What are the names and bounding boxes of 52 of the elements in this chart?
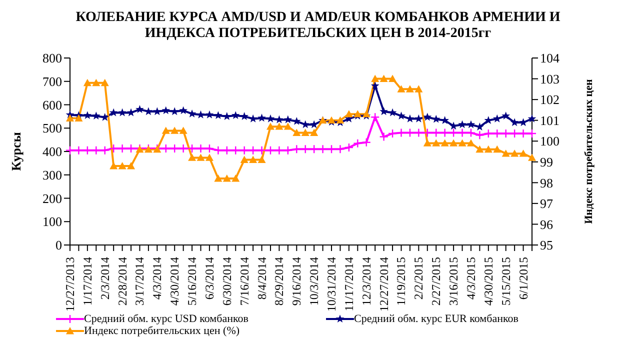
x-tick-label: 6/3/2014 [202, 257, 216, 300]
x-tick-label: 9/16/2014 [290, 257, 304, 306]
x-tick-label: 11/17/2014 [342, 257, 356, 312]
x-tick-label: 3/16/2015 [446, 257, 461, 306]
x-tick-label: 12/27/2014 [376, 257, 391, 312]
y-tick-label: 500 [42, 120, 62, 136]
x-tick-label: 1/19/2015 [394, 257, 408, 306]
x-tick-label: 3/17/2014 [132, 257, 147, 306]
x-tick-label: 4/30/2014 [168, 257, 182, 306]
x-tick-label: 7/16/2014 [237, 257, 252, 306]
y-tick-label: 0 [56, 238, 62, 253]
y2-tick-label: 97 [540, 196, 554, 212]
x-tick-label: 2/27/2015 [429, 257, 444, 306]
y2-tick-label: 98 [540, 175, 553, 190]
x-tick-label: 2/3/2014 [98, 257, 112, 300]
y-tick-label: 300 [42, 167, 62, 182]
x-tick-label: 12/27/2013 [63, 257, 77, 312]
x-tick-label: 5/15/2015 [498, 257, 513, 306]
x-tick-label: 10/31/2014 [324, 257, 339, 312]
y2-tick-label: 99 [540, 154, 553, 170]
y2-axis-title: Индекс потребительских цен [582, 78, 595, 224]
y-axis-title: Курсы [8, 132, 24, 171]
y-tick-label: 600 [42, 97, 62, 112]
x-tick-label: 8/29/2014 [272, 257, 286, 306]
x-tick-label: 4/3/2014 [150, 257, 164, 300]
legend-label: Индекс потребительских цен (%) [84, 325, 240, 337]
x-tick-label: 6/30/2014 [220, 257, 234, 306]
y-tick-label: 100 [42, 214, 62, 230]
y-tick-label: 700 [42, 74, 62, 89]
y-tick-label: 800 [42, 50, 62, 66]
y2-tick-label: 95 [540, 238, 553, 253]
x-tick-label: 1/17/2014 [80, 257, 94, 306]
x-tick-label: 2/28/2014 [115, 257, 130, 306]
y2-tick-label: 103 [540, 71, 560, 86]
x-tick-label: 10/3/2014 [307, 257, 322, 306]
x-tick-label: 6/1/2015 [516, 257, 530, 300]
y-tick-label: 200 [42, 190, 62, 206]
y2-tick-label: 104 [540, 50, 560, 66]
y2-tick-label: 100 [540, 134, 560, 149]
y2-tick-label: 101 [540, 112, 560, 128]
x-tick-label: 4/30/2015 [481, 257, 496, 306]
x-tick-label: 2/2/2015 [412, 257, 426, 300]
x-tick-label: 5/16/2014 [185, 257, 200, 306]
legend-label: Средний обм. курс USD комбанков [84, 313, 248, 325]
x-tick-label: 8/4/2014 [254, 257, 269, 300]
x-tick-label: 4/3/2015 [464, 257, 478, 300]
x-tick-label: 12/3/2014 [359, 257, 374, 306]
legend-label: Средний обм. курс EUR комбанков [354, 313, 518, 325]
chart-title: КОЛЕБАНИЕ КУРСА AMD/USD И AMD/EUR КОМБАНКОВ АРМЕНИИ И ИНДЕКСА ПОТРЕБИТЕЛЬСКИХ ЦЕН В 2014-2015гг [74, 10, 562, 42]
y2-tick-label: 96 [540, 216, 554, 232]
y2-tick-label: 102 [540, 92, 560, 108]
y-tick-label: 400 [42, 144, 62, 160]
